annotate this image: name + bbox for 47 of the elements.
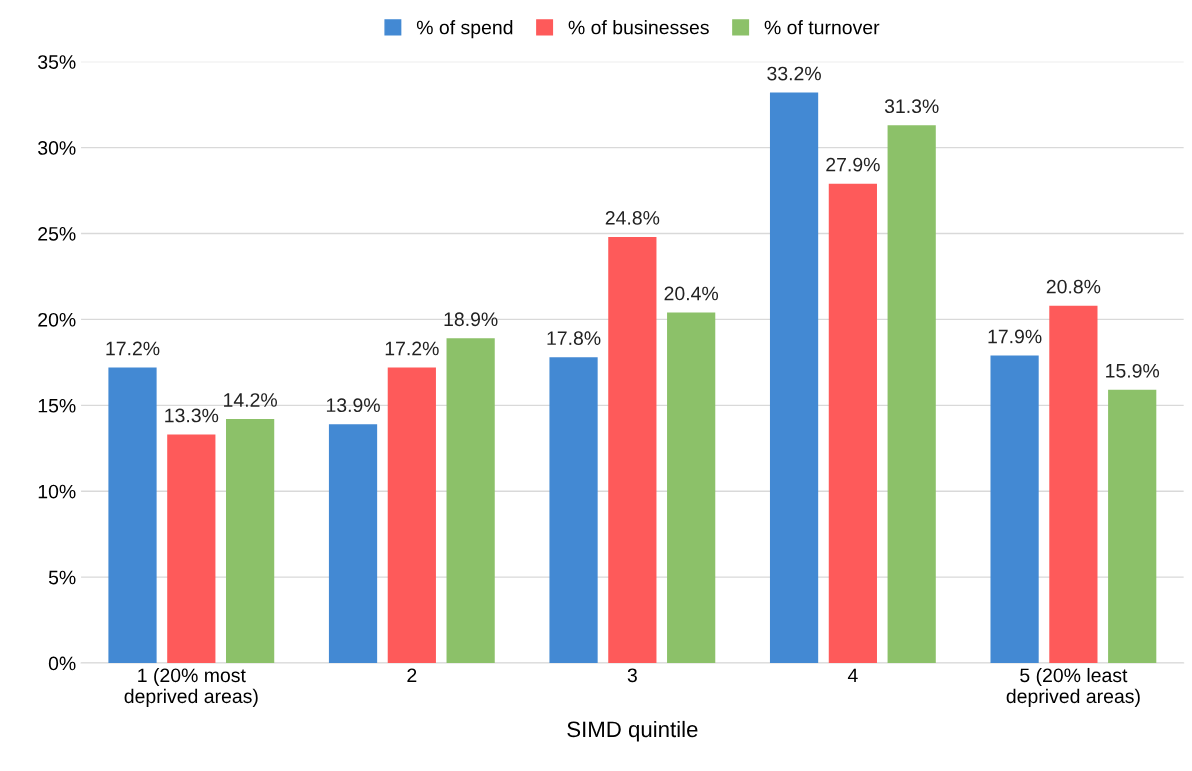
y-tick-label: 10% xyxy=(38,484,76,499)
x-tick-label: 3 xyxy=(627,668,637,683)
bar xyxy=(549,357,598,664)
data-label: 15.9% xyxy=(1106,363,1160,378)
data-label: 27.9% xyxy=(826,157,880,172)
data-label: 24.8% xyxy=(605,210,660,225)
bar xyxy=(887,125,936,664)
y-tick-label: 0% xyxy=(48,656,76,671)
bar xyxy=(1108,389,1157,664)
bar xyxy=(990,355,1039,664)
y-tick-label: 15% xyxy=(38,398,76,413)
bar xyxy=(667,312,716,664)
data-label: 20.4% xyxy=(664,286,719,301)
data-label: 14.2% xyxy=(224,393,277,407)
data-label: 33.2% xyxy=(767,66,821,81)
bar xyxy=(328,424,378,664)
bar xyxy=(387,367,436,664)
legend-label: % of spend xyxy=(416,20,513,39)
data-label: 18.9% xyxy=(444,312,498,327)
bar xyxy=(769,92,819,664)
x-tick-label: 1 (20% most deprived areas) xyxy=(124,667,258,707)
y-tick-label: 30% xyxy=(38,141,76,155)
y-tick-label: 5% xyxy=(48,570,76,585)
bar xyxy=(108,367,157,664)
x-tick-label: 5 (20% least deprived areas) xyxy=(1006,667,1140,707)
bar xyxy=(167,434,216,664)
data-label: 17.9% xyxy=(988,329,1042,344)
data-label: 17.2% xyxy=(106,341,160,356)
data-label: 31.3% xyxy=(884,99,939,114)
bar xyxy=(828,183,877,664)
y-tick-label: 25% xyxy=(38,226,76,241)
bar xyxy=(226,419,275,664)
x-axis-title: SIMD quintile xyxy=(567,720,698,742)
data-label: 17.8% xyxy=(547,331,601,346)
y-tick-label: 35% xyxy=(38,55,76,69)
data-label: 20.8% xyxy=(1046,279,1101,294)
x-tick-label: 4 xyxy=(847,668,858,683)
legend-label: % of businesses xyxy=(568,20,709,35)
data-label: 17.2% xyxy=(385,341,439,356)
data-label: 13.3% xyxy=(165,408,219,423)
bar xyxy=(446,338,495,664)
bar xyxy=(1049,305,1098,664)
x-tick-label: 2 xyxy=(407,668,417,683)
data-label: 13.9% xyxy=(326,398,380,413)
y-tick-label: 20% xyxy=(38,312,76,327)
bar xyxy=(608,236,657,664)
legend-label: % of turnover xyxy=(764,20,880,35)
